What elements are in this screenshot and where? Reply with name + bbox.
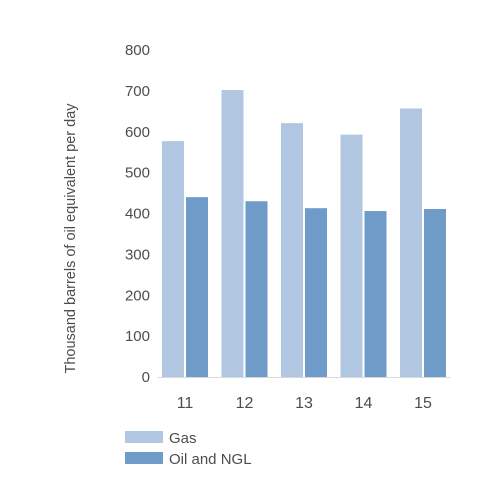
bar-gas-11: [162, 141, 184, 377]
legend-swatch-gas: [125, 431, 163, 443]
y-tick-label: 500: [125, 165, 150, 182]
y-axis-ticks: 0 100 200 300 400 500 600 700 800: [125, 42, 150, 386]
x-tick-label: 15: [414, 395, 432, 412]
bar-gas-14: [340, 134, 363, 377]
bar-oil-and-ngl-13: [305, 208, 327, 377]
legend: Gas Oil and NGL: [125, 430, 252, 468]
x-axis-labels: 11 12 13 14 15: [177, 395, 432, 412]
y-axis-title: Thousand barrels of oil equivalent per d…: [63, 103, 79, 374]
x-tick-label: 12: [236, 395, 254, 412]
x-tick-label: 14: [355, 395, 373, 412]
x-tick-label: 13: [295, 395, 313, 412]
bar-oil-and-ngl-14: [364, 211, 387, 377]
bar-gas-12: [221, 90, 244, 378]
y-tick-label: 0: [142, 369, 150, 386]
legend-label-gas: Gas: [169, 430, 197, 447]
y-tick-label: 700: [125, 83, 150, 100]
y-tick-label: 800: [125, 42, 150, 59]
bar-oil-and-ngl-15: [424, 209, 446, 377]
x-tick-label: 11: [177, 395, 194, 412]
y-tick-label: 200: [125, 287, 150, 304]
y-tick-label: 100: [125, 328, 150, 345]
y-tick-label: 400: [125, 206, 150, 223]
bar-gas-15: [400, 108, 422, 378]
legend-label-oil-and-ngl: Oil and NGL: [169, 451, 252, 468]
legend-swatch-oil-and-ngl: [125, 452, 163, 464]
bars: [162, 90, 446, 378]
bar-oil-and-ngl-12: [245, 201, 268, 377]
bar-oil-and-ngl-11: [186, 197, 208, 377]
y-tick-label: 300: [125, 246, 150, 263]
y-tick-label: 600: [125, 124, 150, 141]
bar-gas-13: [281, 123, 303, 377]
